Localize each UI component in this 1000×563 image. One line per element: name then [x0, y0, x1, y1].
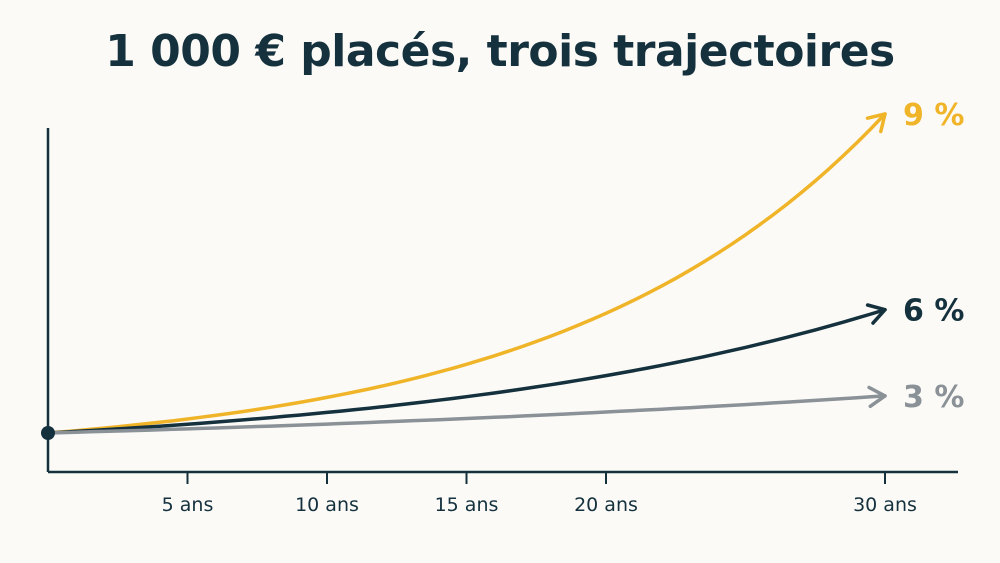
origin-point: [41, 426, 55, 440]
series-line: [46, 394, 887, 435]
x-tick-label: 30 ans: [853, 494, 917, 516]
chart-title: 1 000 € placés, trois trajectoires: [105, 26, 895, 77]
x-tick-label: 15 ans: [435, 494, 499, 516]
series-arrow-head: [865, 303, 887, 325]
x-tick-label: 5 ans: [162, 494, 214, 516]
series-line: [46, 307, 887, 435]
x-tick-label: 10 ans: [295, 494, 359, 516]
series-label: 9 %: [903, 98, 964, 133]
x-tick-label: 20 ans: [574, 494, 638, 516]
series-label: 3 %: [903, 380, 964, 415]
series-line: [46, 112, 887, 435]
series-arrow-head: [865, 112, 887, 134]
series-label: 6 %: [903, 294, 964, 329]
series-layer: 9 % 6 % 3 %: [46, 98, 964, 435]
series-arrow-head: [867, 385, 887, 409]
x-ticks: 5 ans 10 ans 15 ans 20 ans 30 ans: [162, 472, 917, 516]
